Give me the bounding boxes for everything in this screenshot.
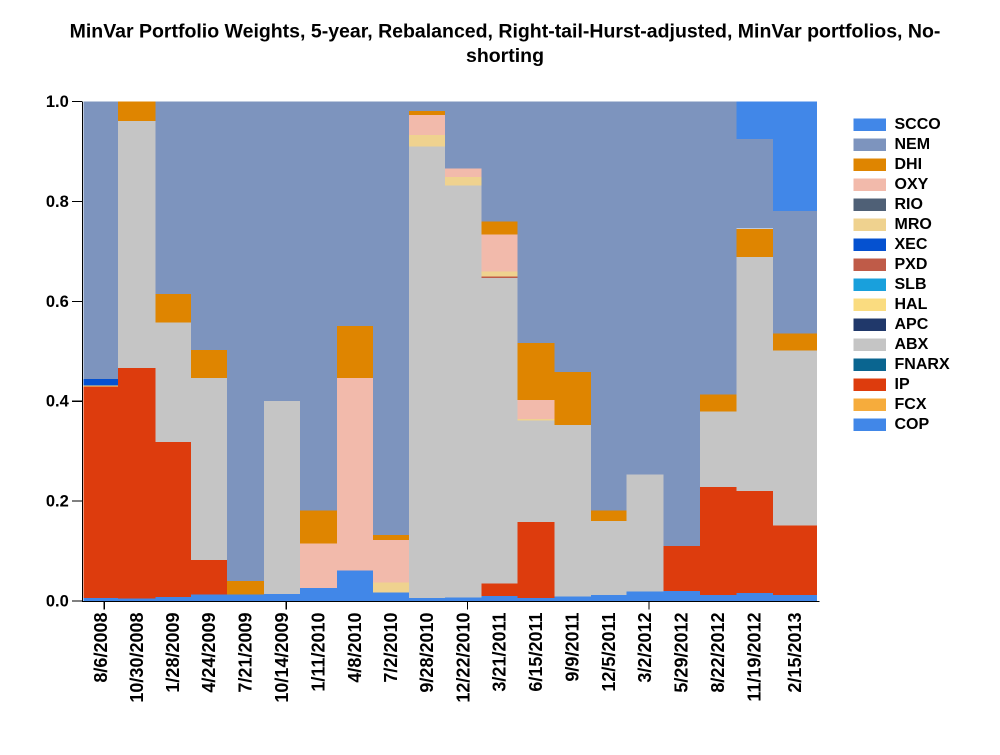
svg-text:0.4: 0.4 — [46, 393, 70, 411]
svg-text:MinVar Portfolio Weights, 5-ye: MinVar Portfolio Weights, 5-year, Rebala… — [70, 21, 941, 43]
svg-text:shorting: shorting — [466, 45, 544, 67]
svg-text:7/21/2009: 7/21/2009 — [235, 613, 255, 693]
svg-text:DHI: DHI — [895, 156, 923, 173]
svg-text:6/15/2011: 6/15/2011 — [526, 613, 546, 692]
svg-text:0.8: 0.8 — [46, 193, 69, 211]
svg-text:11/19/2012: 11/19/2012 — [745, 613, 765, 702]
svg-text:2/15/2013: 2/15/2013 — [785, 613, 805, 693]
svg-text:1/28/2009: 1/28/2009 — [163, 613, 183, 693]
svg-text:PXD: PXD — [895, 256, 928, 273]
svg-text:3/21/2011: 3/21/2011 — [490, 613, 510, 692]
svg-text:7/2/2010: 7/2/2010 — [381, 613, 401, 683]
svg-text:XEC: XEC — [895, 236, 928, 253]
svg-text:10/30/2008: 10/30/2008 — [127, 613, 147, 703]
svg-text:FNARX: FNARX — [895, 356, 950, 373]
svg-text:SCCO: SCCO — [895, 116, 941, 133]
svg-text:APC: APC — [895, 316, 929, 333]
svg-text:9/9/2011: 9/9/2011 — [563, 613, 583, 682]
svg-text:10/14/2009: 10/14/2009 — [272, 613, 292, 703]
svg-text:1.0: 1.0 — [46, 93, 69, 111]
svg-text:FCX: FCX — [895, 396, 927, 413]
svg-text:1/11/2010: 1/11/2010 — [308, 613, 328, 692]
svg-text:3/2/2012: 3/2/2012 — [635, 613, 655, 683]
svg-text:COP: COP — [895, 416, 930, 433]
svg-text:OXY: OXY — [895, 176, 929, 193]
svg-text:IP: IP — [895, 376, 910, 393]
svg-text:0.0: 0.0 — [46, 592, 69, 610]
svg-text:NEM: NEM — [895, 136, 931, 153]
svg-text:MRO: MRO — [895, 216, 932, 233]
svg-text:9/28/2010: 9/28/2010 — [417, 613, 437, 693]
svg-text:8/22/2012: 8/22/2012 — [708, 613, 728, 693]
svg-text:RIO: RIO — [895, 196, 923, 213]
svg-text:5/29/2012: 5/29/2012 — [672, 613, 692, 693]
svg-text:0.2: 0.2 — [46, 493, 69, 511]
svg-text:12/5/2011: 12/5/2011 — [599, 613, 619, 692]
svg-text:HAL: HAL — [895, 296, 928, 313]
svg-text:0.6: 0.6 — [46, 293, 69, 311]
svg-text:8/6/2008: 8/6/2008 — [91, 613, 111, 683]
svg-text:SLB: SLB — [895, 276, 927, 293]
svg-text:12/22/2010: 12/22/2010 — [453, 613, 473, 703]
svg-text:4/24/2009: 4/24/2009 — [199, 613, 219, 693]
svg-text:ABX: ABX — [895, 336, 929, 353]
svg-text:4/8/2010: 4/8/2010 — [345, 613, 365, 683]
